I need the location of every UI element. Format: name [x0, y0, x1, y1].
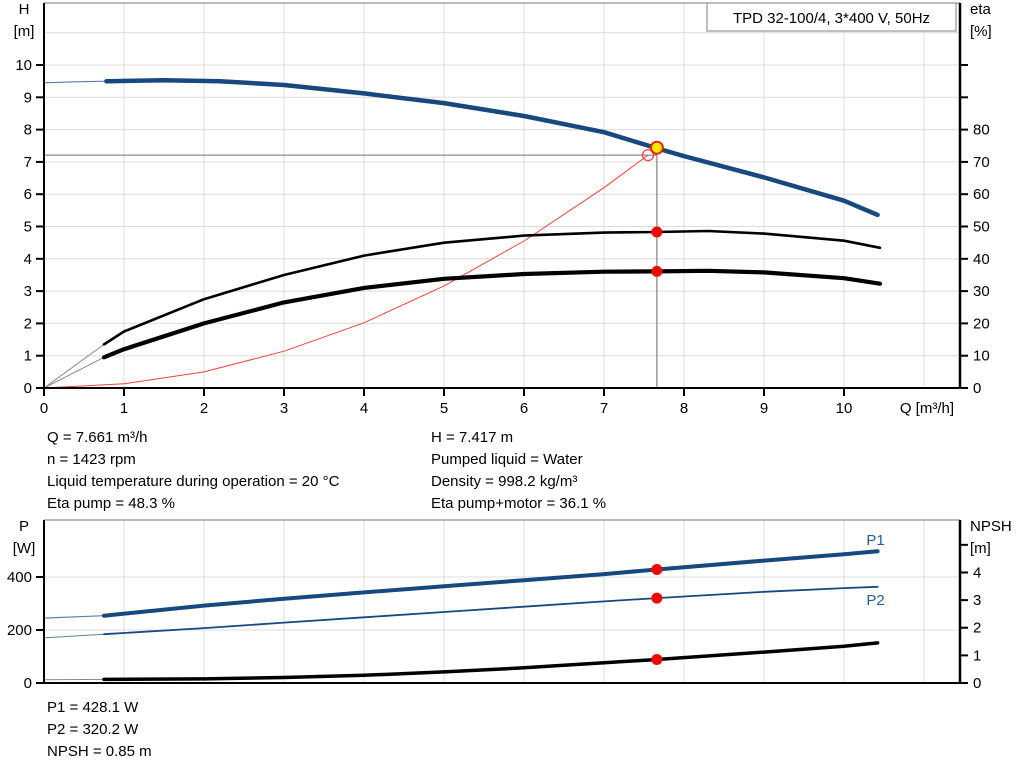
p2-curve: [103, 585, 879, 636]
axis-tick-label: 4: [360, 400, 368, 417]
axis-tick-label: 200: [7, 622, 32, 639]
axis-tick-label: 8: [680, 400, 688, 417]
text-line: Eta pump = 48.3 %: [47, 495, 175, 512]
left-axis-title: [m]: [14, 23, 35, 40]
text-line: n = 1423 rpm: [47, 451, 136, 468]
npsh-curve: [102, 641, 880, 682]
axis-tick-label: 2: [24, 315, 32, 332]
axis-tick-label: 2: [200, 400, 208, 417]
axis-tick-label: 5: [440, 400, 448, 417]
eta-pump-curve: [102, 229, 882, 346]
axis-tick-label: 0: [40, 400, 48, 417]
hq-eta-chart[interactable]: 0 1 2 3 4 5 6 7 8 9 10 0 10 20 30 40 50 60 70 80 0 1 2 3 4 5 6 7 8 9 1…: [0, 0, 1024, 420]
axis-tick-label: 30: [973, 283, 990, 300]
text-line: Liquid temperature during operation = 20…: [47, 473, 340, 490]
right-axis-title: eta: [970, 1, 992, 18]
text-line: Pumped liquid = Water: [431, 451, 583, 468]
text-line: Density = 998.2 kg/m³: [431, 473, 578, 490]
right-axis-title: [%]: [970, 23, 992, 40]
duty-point: [649, 140, 664, 155]
axis-tick-label: 1: [120, 400, 128, 417]
axis-tick-label: 4: [973, 564, 981, 581]
axis-tick-label: 1: [973, 647, 981, 664]
x-axis-title: Q [m³/h]: [900, 400, 954, 417]
axis-tick-label: 0: [973, 675, 981, 692]
p2-curve-label: P2: [866, 592, 884, 609]
text-line: P2 = 320.2 W: [47, 721, 139, 738]
axis-tick-label: 40: [973, 251, 990, 268]
axis-tick-label: 8: [24, 122, 32, 139]
left-axis-title: [W]: [13, 540, 36, 557]
eta-pump-motor-point: [651, 265, 663, 277]
npsh-point: [651, 654, 663, 666]
p2-point: [651, 592, 663, 604]
p1-point: [651, 564, 663, 576]
power-npsh-chart[interactable]: P1 P2 0 200 400 0 1 2 3 4 P [W] NPSH [m]: [0, 518, 1024, 698]
system-curve: [43, 154, 649, 389]
eta-pump-motor-curve: [101, 268, 883, 360]
axis-tick-label: 7: [600, 400, 608, 417]
axis-tick-label: 6: [520, 400, 528, 417]
right-axis-title: NPSH: [970, 518, 1012, 535]
axis-tick-label: 9: [24, 89, 32, 106]
info-col-right: H = 7.417 m Pumped liquid = Water Density …: [431, 427, 606, 515]
axis-tick-label: 5: [24, 219, 32, 236]
p2-curve-lead: [43, 633, 105, 639]
axis-tick-label: 10: [15, 57, 32, 74]
right-axis-title: [m]: [970, 540, 991, 557]
axis-tick-label: 60: [973, 186, 990, 203]
text-line: H = 7.417 m: [431, 429, 514, 446]
axis-tick-label: 3: [280, 400, 288, 417]
text-line: NPSH = 0.85 m: [47, 743, 152, 760]
axis-tick-label: 9: [760, 400, 768, 417]
axis-tick-label: 20: [973, 315, 990, 332]
axis-tick-label: 400: [7, 569, 32, 586]
pump-curve-lead: [43, 80, 108, 84]
eta-pump-point: [651, 226, 663, 238]
axis-tick-label: 50: [973, 219, 990, 236]
axis-tick-label: 0: [973, 380, 981, 397]
chart-title-box: [706, 2, 957, 32]
results-panel: P1 = 428.1 W P2 = 320.2 W NPSH = 0.85 m: [0, 697, 1024, 767]
text-line: P1 = 428.1 W: [47, 699, 139, 716]
results-col: P1 = 428.1 W P2 = 320.2 W NPSH = 0.85 m: [47, 697, 152, 763]
requested-duty-point-ring: [641, 149, 655, 162]
axis-tick-label: 3: [24, 283, 32, 300]
axis-tick-label: 6: [24, 186, 32, 203]
chart-title: TPD 32-100/4, 3*400 V, 50Hz: [733, 10, 930, 27]
axis-tick-label: 80: [973, 122, 990, 139]
text-line: Q = 7.661 m³/h: [47, 429, 148, 446]
info-col-left: Q = 7.661 m³/h n = 1423 rpm Liquid tempera…: [47, 427, 339, 515]
left-axis-title: H: [19, 1, 30, 18]
left-axis-title: P: [19, 518, 29, 535]
axis-tick-label: 4: [24, 251, 32, 268]
axis-tick-label: 0: [24, 380, 32, 397]
axis-tick-label: 10: [836, 400, 853, 417]
text-line: Eta pump+motor = 36.1 %: [431, 495, 607, 512]
axis-tick-label: 10: [973, 348, 990, 365]
axis-tick-label: 1: [24, 348, 32, 365]
info-panel: Q = 7.661 m³/h n = 1423 rpm Liquid tempera…: [0, 427, 1024, 517]
axis-tick-label: 3: [973, 592, 981, 609]
p1-curve-label: P1: [866, 532, 884, 549]
axis-tick-label: 0: [24, 675, 32, 692]
axis-tick-label: 7: [24, 154, 32, 171]
p1-curve: [102, 549, 880, 618]
axis-tick-label: 70: [973, 154, 990, 171]
axis-tick-label: 2: [973, 620, 981, 637]
pump-curve: [104, 77, 880, 218]
eta-pump-motor-curve-lead: [43, 356, 105, 389]
eta-pump-curve-lead: [43, 343, 105, 389]
p1-curve-lead: [43, 615, 105, 619]
